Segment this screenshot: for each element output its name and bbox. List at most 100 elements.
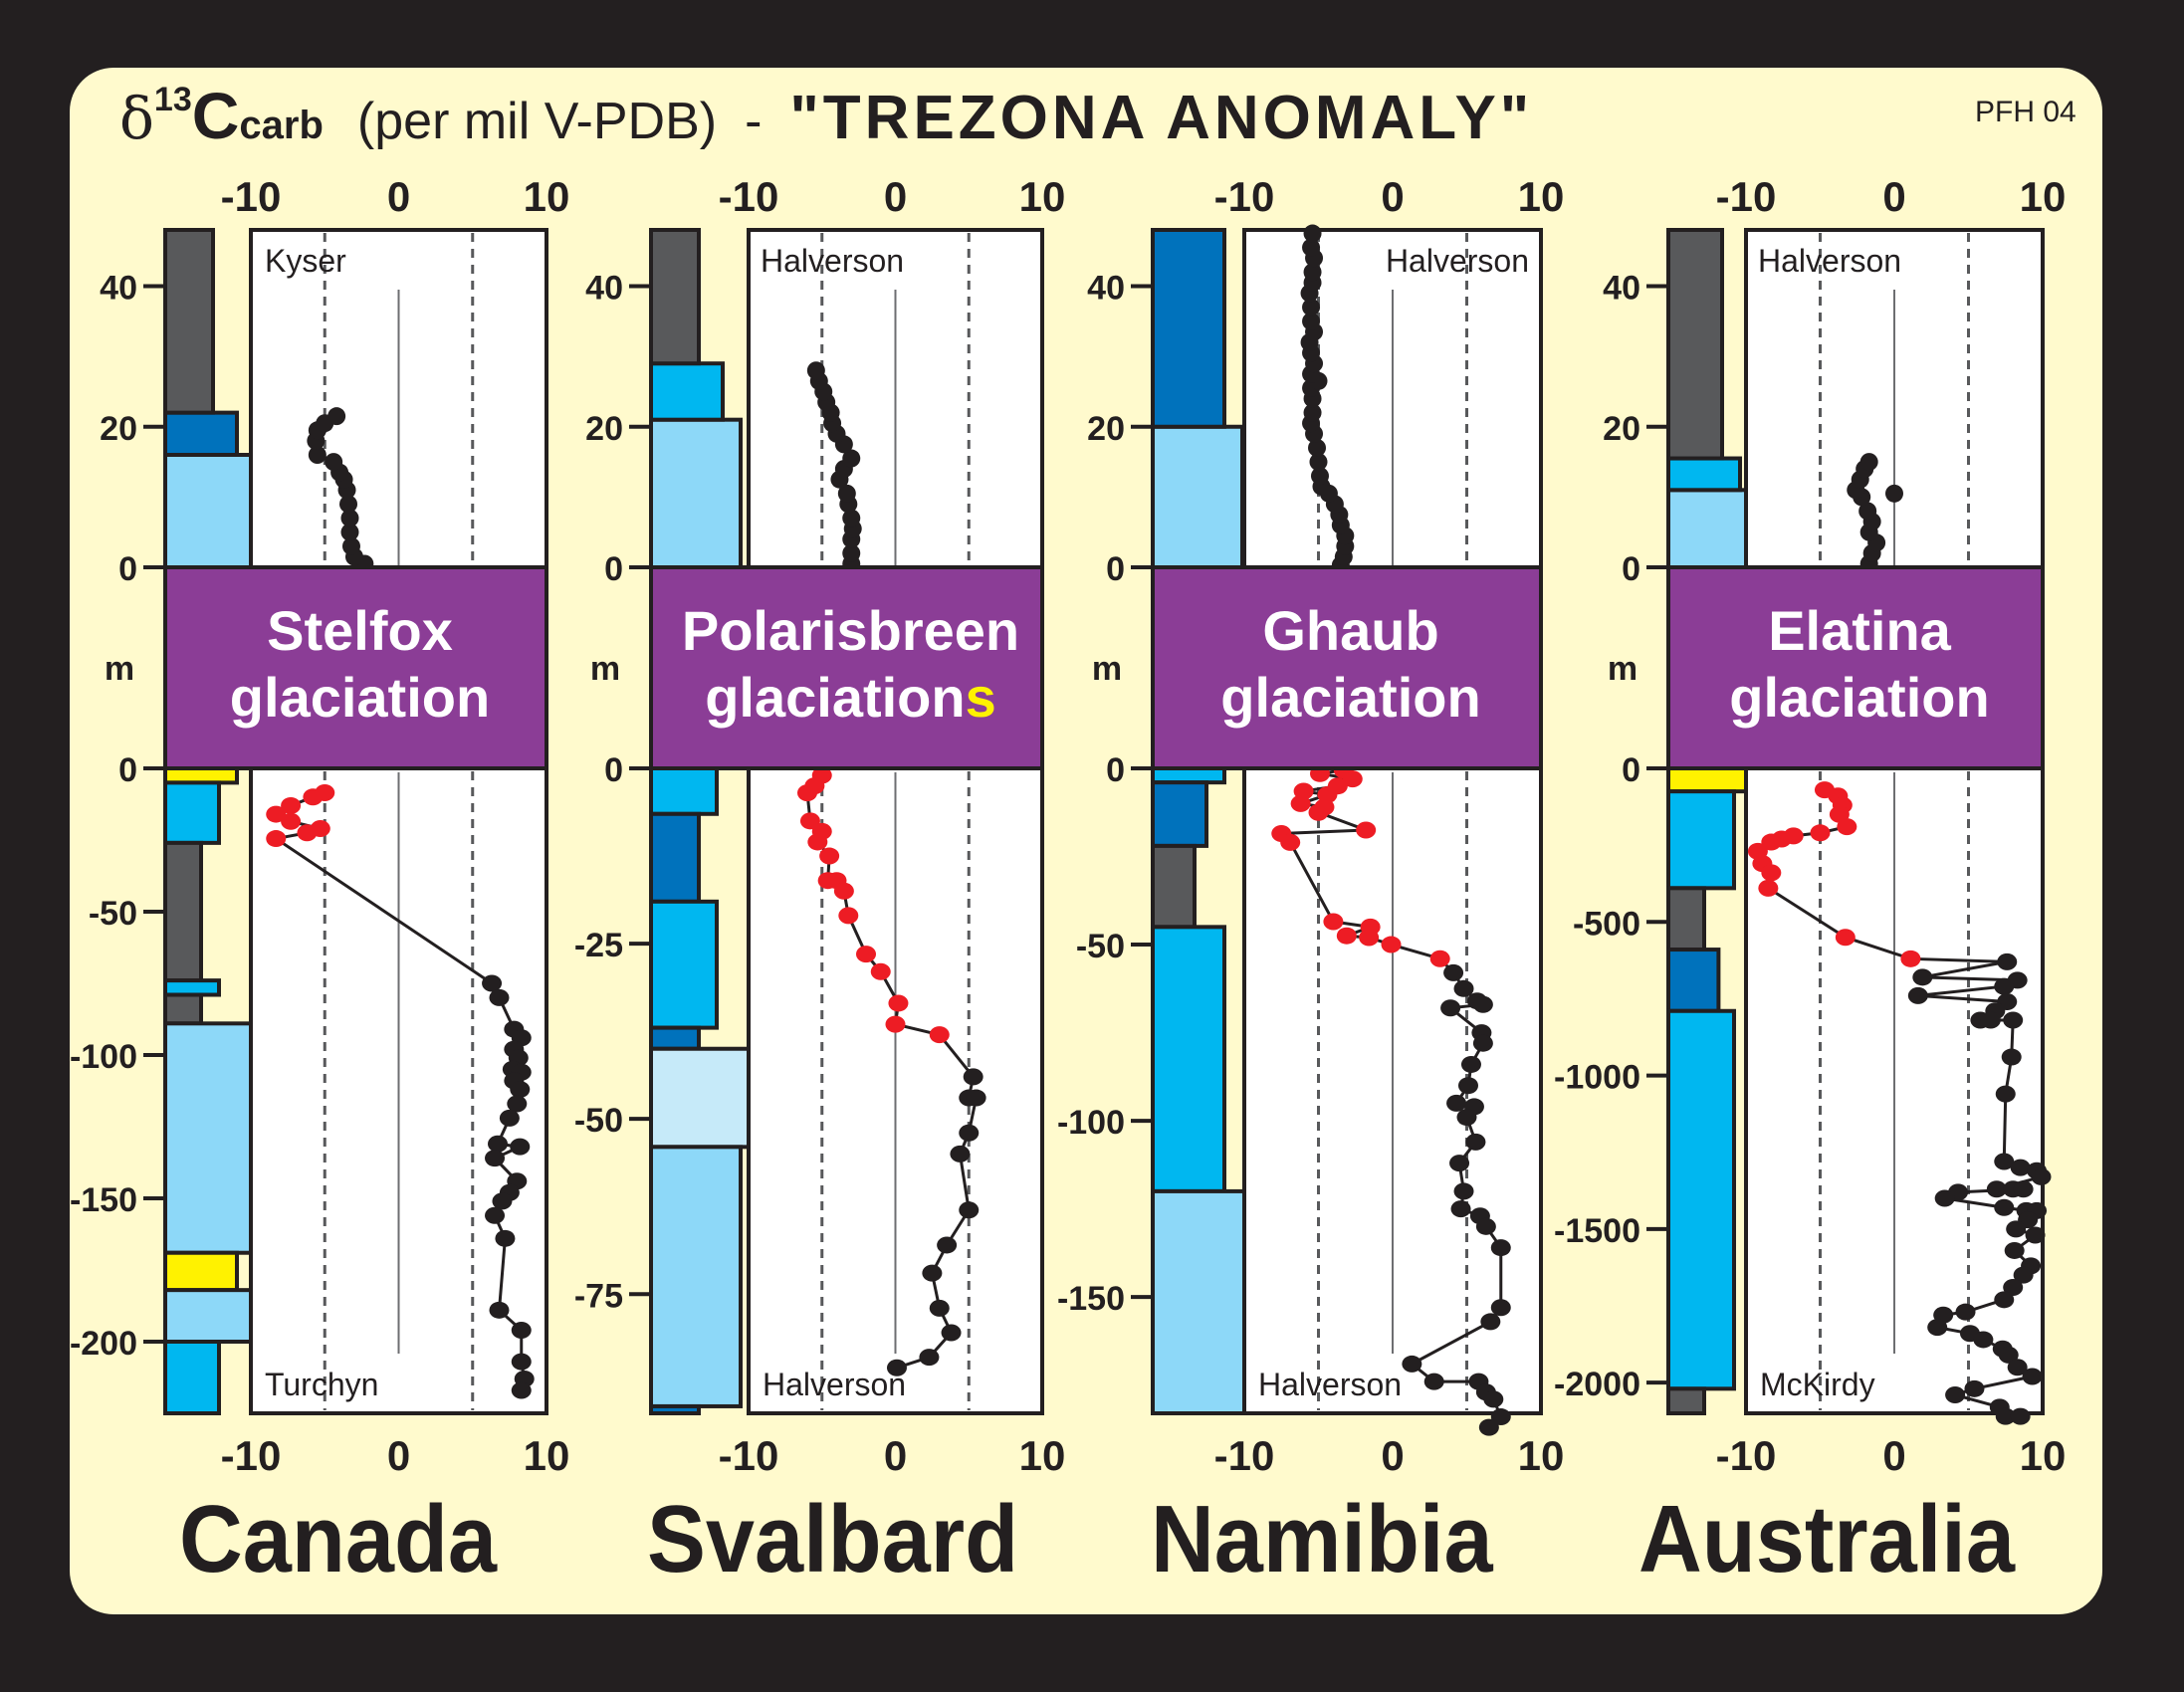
data-point-black [1402,1355,1422,1373]
data-point-red [1308,803,1329,821]
data-point-upper [339,495,358,514]
data-point-black [963,1068,983,1086]
data-point-black [1443,963,1464,981]
strat-bed-dark_blue [649,1025,701,1051]
strat-bed-light_blue [163,1021,257,1255]
data-point-black [510,1081,531,1099]
glaciation-band [649,565,1044,770]
strat-bed-light_blue [163,453,257,569]
y-tick-label: -25 [574,927,623,964]
data-point-black [1927,1319,1948,1337]
data-point-black [1986,1180,2007,1198]
data-point-black [1456,1109,1477,1127]
data-point-black [2003,1011,2024,1029]
bottom-x-tick-label: -10 [1716,1432,1777,1479]
strat-bed-shale [1666,228,1724,461]
strat-bed-dark_blue [1151,228,1226,429]
data-point-black [1453,979,1474,997]
strat-bed-dark_blue [649,811,701,904]
data-point-black [492,1192,513,1210]
y-tick-label: 0 [118,550,137,588]
strat-bed-light_blue [649,417,743,569]
data-point-black [922,1264,943,1282]
strat-bed-dark_blue [649,1403,701,1416]
data-point-black [1449,1155,1470,1172]
data-point-upper [1303,403,1322,422]
data-point-red [1359,929,1380,947]
y-tick-label: -200 [70,1325,137,1363]
data-point-black [2007,1359,2028,1376]
title-delta: δ [119,85,154,152]
data-point-red [1381,936,1402,953]
strat-bed-mid_blue [163,780,221,845]
y-tick-label: -50 [89,895,137,933]
data-point-red [1429,950,1450,967]
strat-bed-mid_blue [163,1340,221,1415]
country-label-namibia: Namibia [1151,1486,1493,1592]
top-x-tick-label: 10 [2020,173,2067,220]
y-tick-label: -150 [70,1181,137,1219]
data-point-black [966,1089,986,1107]
figure-tag: PFH 04 [1975,96,2076,128]
data-point-black [2031,1167,2052,1185]
data-point-black [511,1353,532,1371]
data-point-upper [1302,238,1321,257]
data-point-black [1490,1408,1511,1426]
data-point-black [1457,1077,1478,1095]
data-point-red [1761,864,1782,882]
glaciation-word: glaciation [230,666,490,729]
data-point-black [1980,1011,2001,1029]
data-point-red [1342,770,1363,788]
data-point-red [266,830,287,848]
bottom-x-tick-label: 10 [2020,1432,2067,1479]
data-point-black [2006,1220,2027,1238]
data-point-black [1964,1379,1985,1397]
data-point-black [1995,1085,2016,1103]
data-point-upper [1310,467,1329,486]
data-point-black [1995,1407,2016,1425]
data-point-black [886,1359,907,1376]
strat-bed-shale [649,228,701,366]
data-point-upper [1303,224,1322,243]
data-point-upper [1885,484,1903,503]
bottom-x-tick-label: -10 [221,1432,282,1479]
strat-bed-yellow [163,766,239,785]
data-source-label: Halverson [1386,243,1529,279]
panel-namibia: -10-1000101040200Halverson0-50-100-150Ha… [1057,173,1564,1479]
bottom-x-tick-label: 10 [1518,1432,1565,1479]
y-tick-label: 40 [100,270,137,308]
depth-unit-label: m [1092,650,1122,688]
data-point-upper [1309,453,1328,472]
data-point-black [1994,1198,2015,1216]
data-point-red [799,812,820,830]
top-x-tick-label: 10 [1019,173,1066,220]
glaciation-word: glaciation [1729,666,1989,729]
glaciation-band [1666,565,2045,770]
data-point-red [1835,929,1856,947]
glaciation-name: Elatina [1768,599,1951,662]
data-point-black [2010,1159,2031,1176]
bottom-x-tick-label: 10 [1019,1432,1066,1479]
data-point-black [1446,1094,1467,1112]
y-tick-label: -100 [70,1038,137,1076]
data-source-label: Halverson [1758,243,1901,279]
strat-bed-shale [163,228,215,415]
data-point-red [1810,824,1831,842]
y-tick-label: -50 [1076,928,1125,965]
data-point-red [870,962,891,980]
data-point-black [950,1145,971,1163]
y-tick-label: 0 [1106,751,1125,789]
y-tick-label: -2000 [1554,1366,1640,1403]
data-point-black [2025,1226,2046,1244]
data-point-red [1356,821,1377,839]
bottom-x-tick-label: -10 [1214,1432,1275,1479]
data-point-black [941,1324,962,1342]
top-x-tick-label: 0 [1882,173,1905,220]
top-x-tick-label: -10 [1716,173,1777,220]
glaciation-plural-suffix: s [966,666,996,729]
data-point-black [485,1206,506,1224]
data-point-red [281,812,302,830]
data-point-black [1465,1133,1486,1151]
data-point-red [1290,794,1311,812]
y-tick-label: 0 [604,751,623,789]
